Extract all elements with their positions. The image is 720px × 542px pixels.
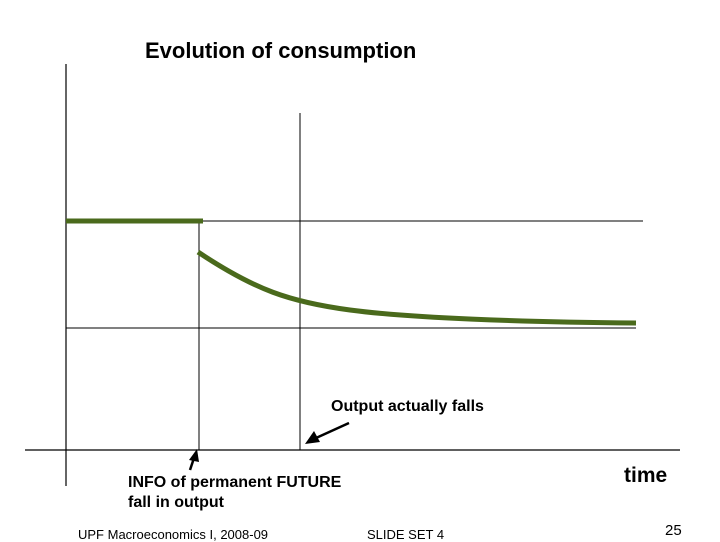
footer-course: UPF Macroeconomics I, 2008-09: [78, 527, 269, 542]
footer-slide-set: SLIDE SET 4: [367, 527, 445, 542]
output-falls-arrow: [305, 421, 350, 444]
page-number: 25: [665, 522, 682, 539]
info-annotation-line1: INFO of permanent FUTURE: [128, 474, 342, 491]
diagram-title: Evolution of consumption: [145, 38, 417, 63]
info-annotation-line2: fall in output: [128, 494, 224, 511]
consumption-after-info: [196, 249, 637, 326]
info-annotation: INFO of permanent FUTURE fall in output: [128, 473, 341, 513]
info-arrow: [188, 449, 199, 471]
x-axis-label: time: [624, 464, 668, 487]
output-falls-annotation: Output actually falls: [331, 398, 484, 415]
